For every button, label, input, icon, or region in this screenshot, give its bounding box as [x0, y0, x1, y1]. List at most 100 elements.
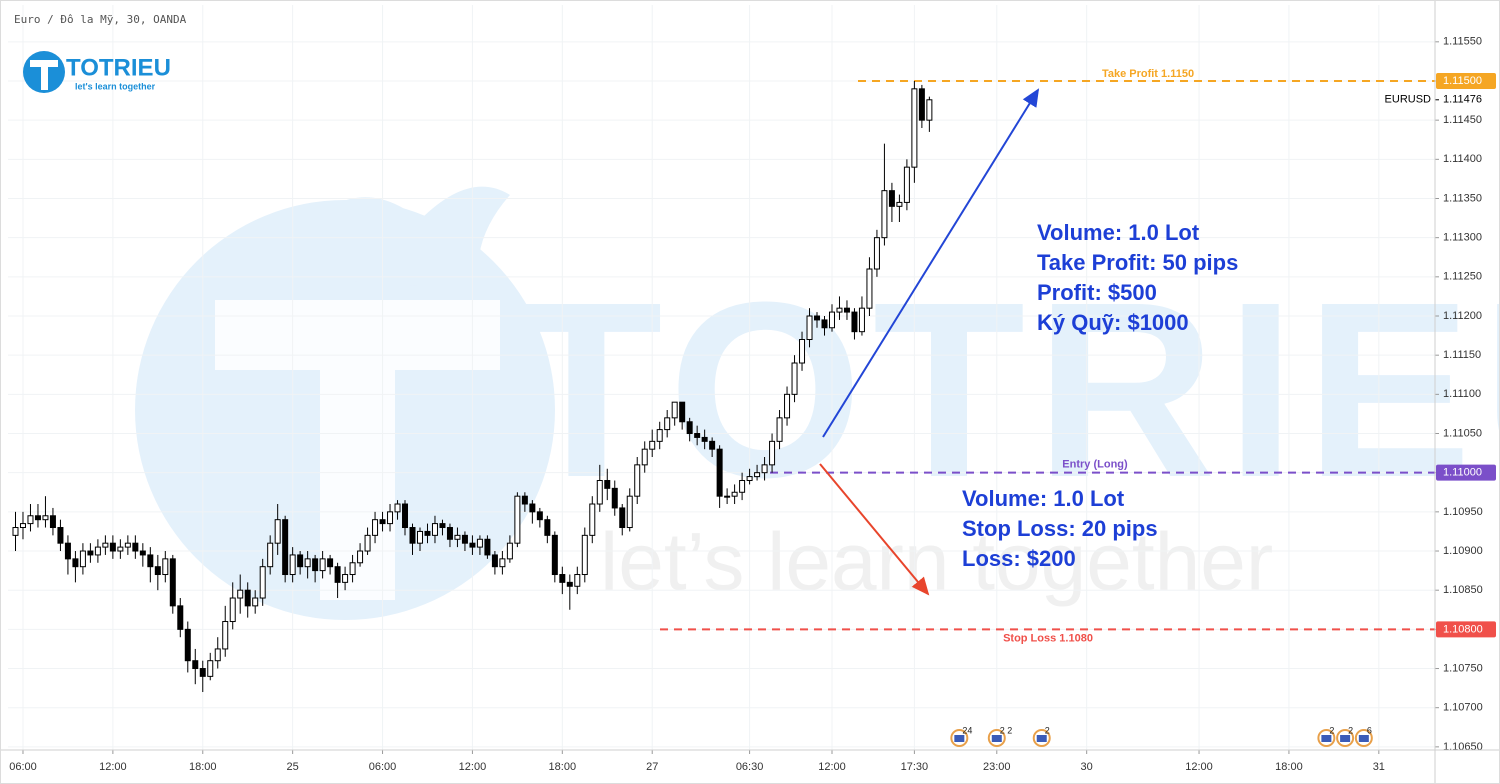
x-tick-label: 18:00: [549, 761, 577, 773]
candle-body: [484, 538, 491, 556]
candle-body: [117, 546, 124, 552]
profit-arrow: [822, 88, 1040, 438]
candle-body: [416, 530, 423, 544]
x-tick-label: 12:00: [1185, 761, 1213, 773]
candle-body: [903, 166, 910, 203]
x-tick-label: 18:00: [189, 761, 217, 773]
logo-t: [30, 60, 58, 90]
candle-body: [619, 507, 626, 529]
annotation-text: Profit: $500: [1037, 280, 1157, 305]
candle-body: [147, 554, 154, 568]
candle-body: [529, 503, 536, 513]
candle-body: [109, 542, 116, 552]
candle-body: [312, 558, 319, 572]
annotation-text: Ký Quỹ: $1000: [1037, 310, 1189, 335]
candle-body: [94, 546, 101, 556]
candle-body: [836, 307, 843, 313]
y-tick-label: 1.10700: [1443, 702, 1483, 714]
event-flag: [954, 735, 965, 742]
x-tick-label: 25: [287, 761, 299, 773]
x-tick-label: 06:00: [369, 761, 397, 773]
watermark: TOTRIEU let’s learn together: [135, 186, 1500, 620]
candle-body: [424, 530, 431, 536]
candle-body: [881, 190, 888, 239]
candle-body: [828, 311, 835, 329]
candle-body: [222, 621, 229, 650]
event-flag: [1321, 735, 1332, 742]
candle-body: [289, 554, 296, 576]
candle-body: [761, 464, 768, 474]
candle-body: [634, 464, 641, 497]
candle-body: [731, 491, 738, 497]
candle-body: [364, 534, 371, 552]
candle-body: [746, 476, 753, 482]
annotation-text: Loss: $200: [962, 546, 1076, 571]
candle-body: [12, 527, 19, 536]
candle-body: [124, 542, 131, 548]
candle-body: [566, 581, 573, 587]
x-tick-label: 27: [646, 761, 658, 773]
x-tick-label: 12:00: [459, 761, 487, 773]
candle-body: [799, 339, 806, 364]
y-tick-label: 1.10850: [1443, 584, 1483, 596]
candle-body: [154, 566, 161, 576]
y-tick-label: 1.11250: [1443, 271, 1482, 283]
candle-body: [656, 429, 663, 442]
event-count: 2 2: [1000, 725, 1013, 735]
candle-body: [926, 99, 933, 121]
y-tick-label: 1.11300: [1443, 232, 1482, 244]
y-tick-label: 1.11100: [1443, 388, 1481, 400]
y-tick-label: 1.11200: [1443, 310, 1482, 322]
watermark-t: [215, 300, 500, 600]
candle-body: [387, 511, 394, 525]
candle-body: [469, 542, 476, 548]
annotations: Volume: 1.0 Lot Take Profit: 50 pips Profi…: [950, 220, 1373, 747]
levels: Take Profit 1.1150 1.11500 Entry (Long) 1.1…: [660, 68, 1496, 644]
candle-body: [709, 440, 716, 450]
level-name: Entry (Long): [1062, 459, 1128, 471]
candle-body: [769, 440, 776, 466]
candle-body: [454, 534, 461, 540]
candle-body: [888, 190, 895, 207]
candle-body: [506, 542, 513, 560]
candle-body: [274, 519, 281, 544]
event-count: 24: [962, 725, 972, 735]
candle-body: [461, 534, 468, 544]
candle-body: [589, 503, 596, 536]
candle-body: [476, 538, 483, 548]
candle-body: [873, 237, 880, 270]
candle-body: [664, 417, 671, 431]
candle-body: [784, 393, 791, 419]
candle-body: [304, 558, 311, 568]
candle-body: [349, 562, 356, 576]
last-price-label: 1.11476: [1443, 94, 1482, 106]
candle-body: [327, 558, 334, 568]
candle-body: [431, 523, 438, 536]
candle-body: [72, 558, 79, 568]
candle-body: [641, 448, 648, 466]
y-tick-label: 1.11150: [1443, 349, 1481, 361]
candle-body: [259, 566, 266, 599]
candle-body: [57, 527, 64, 544]
candle-body: [229, 597, 236, 623]
candle-body: [596, 480, 603, 505]
candle-body: [49, 515, 56, 529]
candle-body: [169, 558, 176, 607]
logo: TOTRIEU let's learn together: [23, 51, 171, 93]
candle-body: [184, 628, 191, 662]
y-tick-label: 1.11400: [1443, 153, 1482, 165]
chart-title: Euro / Đô la Mỹ, 30, OANDA: [14, 13, 187, 26]
x-tick-label: 12:00: [99, 761, 127, 773]
candle-body: [27, 515, 34, 525]
annotation-text: Volume: 1.0 Lot: [962, 486, 1125, 511]
candle-body: [724, 495, 731, 498]
candle-body: [402, 503, 409, 529]
candle-body: [866, 268, 873, 309]
candle-body: [791, 362, 798, 395]
x-tick-label: 23:00: [983, 761, 1011, 773]
candle-body: [776, 417, 783, 442]
candle-body: [132, 542, 139, 552]
x-tick-label: 18:00: [1275, 761, 1303, 773]
candle-body: [64, 542, 71, 560]
